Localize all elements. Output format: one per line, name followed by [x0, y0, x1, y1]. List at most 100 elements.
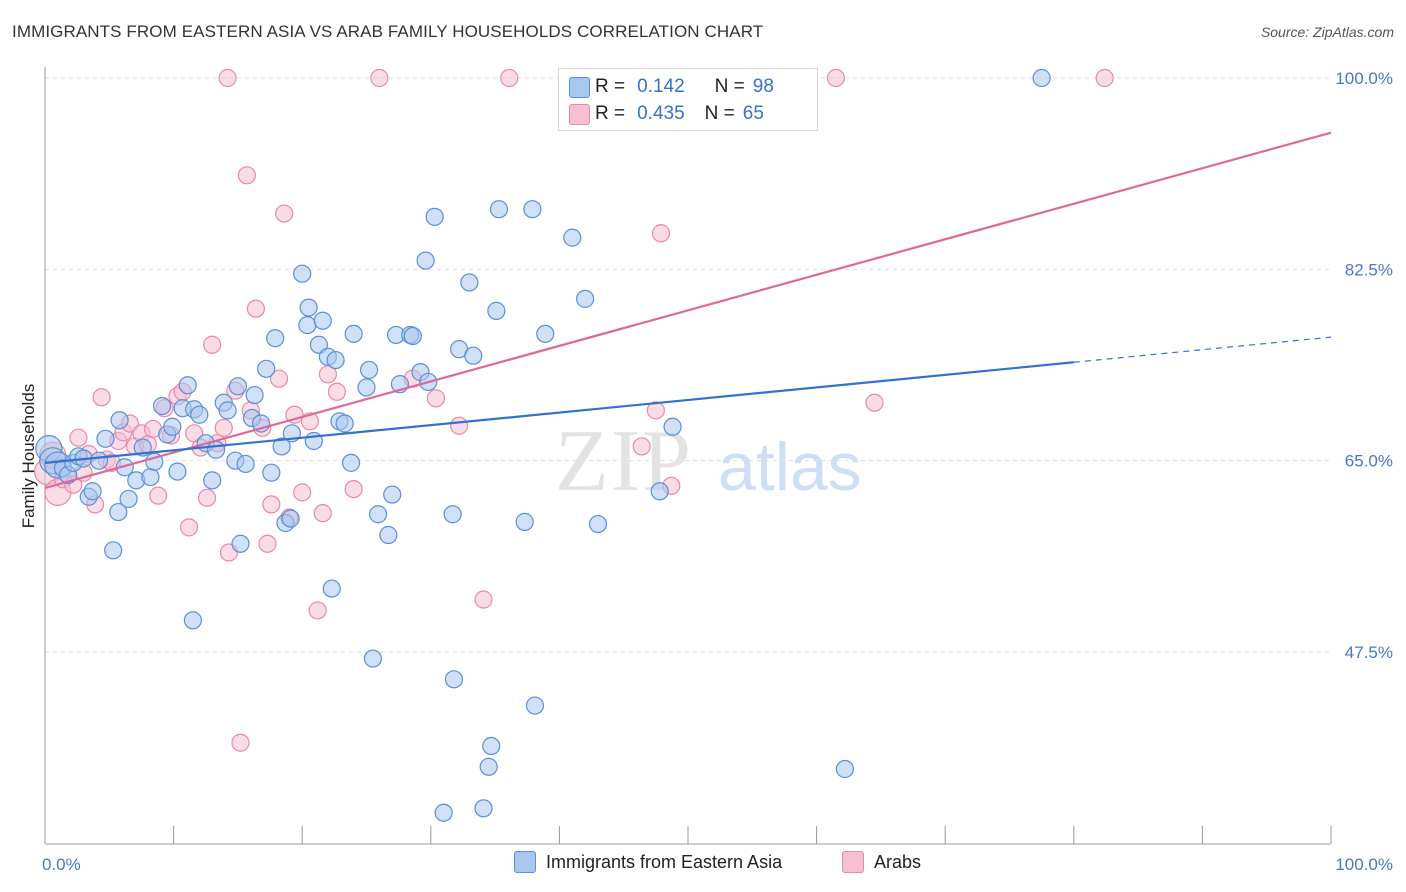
eastern-asia-point	[379, 525, 398, 545]
eastern-asia-point	[109, 502, 128, 522]
eastern-asia-point	[309, 335, 329, 354]
eastern-asia-point	[341, 453, 361, 472]
eastern-asia-point	[96, 429, 115, 448]
legend-n-label: N =	[704, 103, 735, 124]
legend-swatch-pink	[842, 851, 864, 873]
arabs-point	[474, 590, 493, 609]
eastern-asia-point	[464, 346, 483, 365]
eastern-asia-point	[272, 437, 291, 456]
eastern-asia-point	[168, 462, 187, 481]
eastern-asia-point	[523, 200, 542, 219]
correlation-legend: R = 0.142 N = 98 R = 0.435 N = 65	[558, 68, 818, 131]
legend-label-eastern-asia: Immigrants from Eastern Asia	[546, 851, 783, 872]
eastern-asia-point	[536, 324, 555, 343]
eastern-asia-point	[218, 401, 237, 420]
y-axis-title: Family Households	[19, 384, 38, 529]
legend-n-value: 98	[752, 76, 774, 97]
eastern-asia-point	[460, 273, 479, 292]
eastern-asia-point	[104, 541, 123, 560]
arabs-point	[826, 68, 845, 88]
y-tick-label: 82.5%	[1345, 260, 1393, 279]
eastern-asia-point	[110, 411, 129, 430]
legend-swatch-pink	[569, 104, 590, 125]
eastern-asia-point	[482, 736, 501, 756]
legend-r-label: R =	[595, 76, 626, 97]
arabs-point	[214, 418, 233, 437]
eastern-asia-point	[357, 378, 376, 397]
eastern-asia-point	[434, 803, 453, 822]
eastern-asia-point	[663, 417, 682, 436]
eastern-asia-point	[178, 376, 197, 395]
eastern-asia-point	[313, 311, 332, 330]
y-tick-labels: 47.5% 65.0% 82.5% 100.0%	[1335, 69, 1393, 662]
eastern-asia-point	[231, 534, 250, 553]
legend-item-arabs: Arabs	[842, 851, 921, 873]
legend-r-value: 0.142	[637, 76, 685, 97]
eastern-asia-point	[1032, 68, 1051, 88]
eastern-asia-point	[245, 385, 264, 405]
arabs-point	[646, 401, 665, 420]
source-credit: Source: ZipAtlas.com	[1260, 24, 1394, 40]
eastern-asia-point	[183, 611, 202, 630]
eastern-asia-point	[266, 329, 285, 348]
eastern-asia-point	[228, 377, 247, 396]
legend-swatch-blue	[514, 851, 536, 873]
eastern-asia-points	[35, 68, 1051, 822]
legend-n-value: 65	[742, 103, 764, 124]
arabs-point	[203, 335, 222, 354]
eastern-asia-point	[576, 289, 595, 308]
eastern-asia-point	[563, 228, 582, 247]
chart-title: IMMIGRANTS FROM EASTERN ASIA VS ARAB FAM…	[12, 22, 764, 41]
eastern-asia-point	[119, 489, 138, 509]
arabs-point	[313, 504, 332, 523]
arabs-trend-line	[44, 131, 1332, 490]
y-tick-label: 65.0%	[1345, 452, 1393, 471]
eastern-asia-point	[236, 454, 255, 474]
eastern-asia-point	[416, 251, 435, 270]
legend-r-label: R =	[595, 103, 626, 124]
eastern-asia-point	[650, 482, 669, 501]
eastern-asia-point	[515, 512, 534, 531]
watermark-atlas: atlas	[718, 429, 862, 505]
eastern-asia-point	[835, 759, 854, 779]
eastern-asia-point	[281, 509, 300, 528]
arabs-point	[651, 224, 671, 243]
eastern-asia-point	[383, 485, 402, 504]
eastern-asia-point	[474, 799, 493, 818]
arabs-point	[865, 393, 884, 412]
eastern-asia-point	[326, 350, 345, 370]
eastern-asia-point	[298, 315, 317, 335]
legend-label-arabs: Arabs	[874, 851, 922, 872]
legend-row-eastern-asia: R = 0.142 N = 98	[569, 75, 774, 99]
eastern-asia-point	[425, 207, 444, 226]
eastern-asia-point	[444, 670, 464, 689]
trend-lines	[44, 131, 1332, 490]
eastern-asia-point	[293, 264, 312, 283]
series-legend: Immigrants from Eastern Asia Arabs	[0, 851, 1406, 879]
eastern-asia-point	[403, 326, 422, 346]
arabs-point	[197, 488, 217, 507]
arabs-point	[449, 416, 469, 435]
arabs-point	[293, 483, 312, 502]
eastern-asia-point	[479, 757, 498, 776]
eastern-asia-point	[525, 696, 545, 715]
x-tick-label: 100.0%	[1335, 855, 1393, 874]
arabs-point	[1095, 68, 1114, 88]
arabs-point	[327, 382, 347, 401]
eastern-asia-point	[203, 471, 222, 490]
arabs-point	[269, 369, 289, 388]
watermark: ZIP atlas	[555, 413, 862, 510]
eastern-asia-point	[489, 200, 509, 219]
y-tick-label: 47.5%	[1345, 643, 1393, 662]
eastern-asia-point	[322, 579, 341, 598]
arabs-point	[92, 388, 111, 407]
eastern-asia-point	[163, 417, 182, 436]
arabs-point	[500, 68, 519, 88]
arabs-point	[218, 68, 237, 88]
arabs-point	[344, 479, 363, 499]
eastern-asia-point	[83, 482, 102, 501]
eastern-asia-trend-extension	[1073, 336, 1332, 363]
arabs-point	[179, 518, 199, 537]
arabs-point	[632, 437, 651, 456]
eastern-asia-trend-line	[44, 361, 1074, 464]
